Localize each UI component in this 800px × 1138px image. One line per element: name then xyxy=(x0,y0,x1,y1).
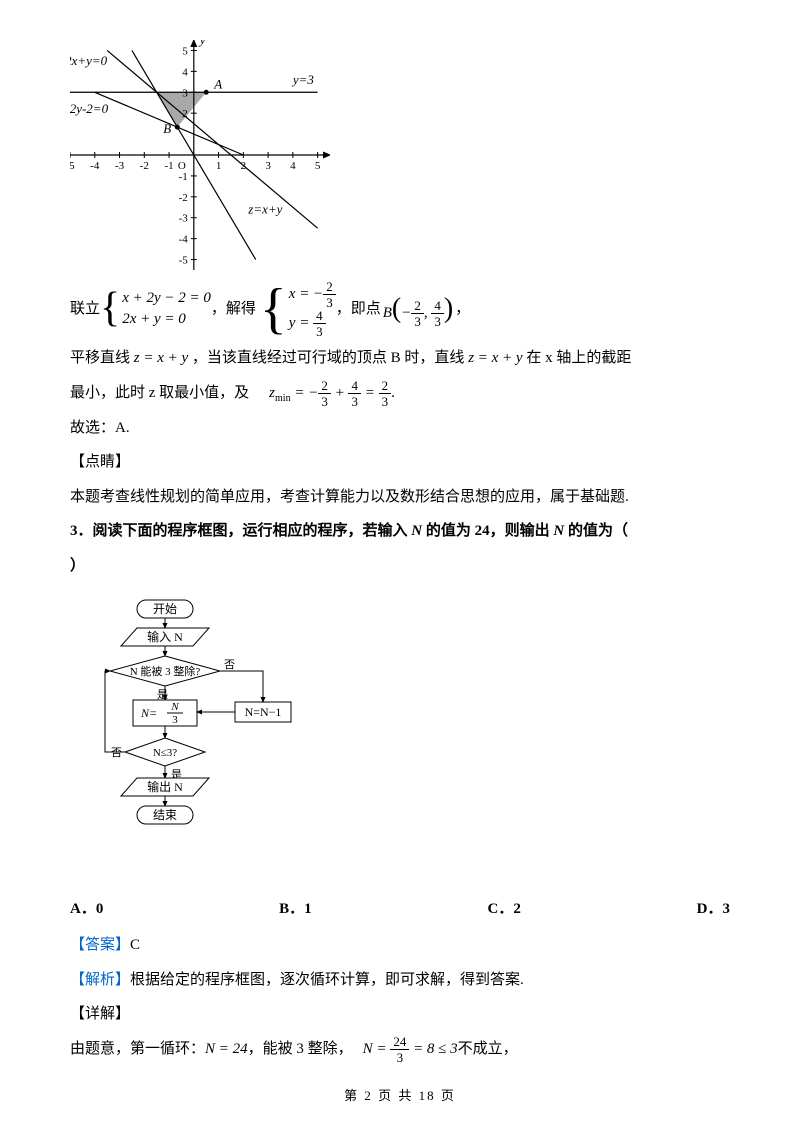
svg-text:N=N−1: N=N−1 xyxy=(245,705,282,719)
svg-text:3: 3 xyxy=(182,87,188,99)
svg-text:N=: N= xyxy=(140,706,157,720)
loop-line: 由题意，第一循环： N = 24 ，能被 3 整除， N = 243 = 8 ≤… xyxy=(70,1035,730,1064)
svg-text:N: N xyxy=(170,701,179,713)
svg-text:A: A xyxy=(213,76,222,91)
sys1-row1: x + 2y − 2 = 0 xyxy=(122,288,211,309)
text-jiede: ，解得 xyxy=(211,295,256,324)
svg-text:N 能被 3 整除?: N 能被 3 整除? xyxy=(130,664,201,678)
feasible-region-graph: -5-4-3-2-112345-5-4-3-2-12345Oxy2x+y=0x+… xyxy=(70,40,330,270)
svg-text:-1: -1 xyxy=(164,160,173,172)
svg-text:是: 是 xyxy=(157,688,168,701)
sys1-row2: 2x + y = 0 xyxy=(122,309,211,330)
answer-line: 【答案】C xyxy=(70,931,730,960)
option-a: A．0 xyxy=(70,895,103,924)
svg-text:x+2y-2=0: x+2y-2=0 xyxy=(70,101,109,116)
xiangjie-hd: 【详解】 xyxy=(70,1000,730,1029)
res-row1: x = −23 xyxy=(289,280,336,309)
svg-text:-4: -4 xyxy=(90,160,100,172)
guxuan: 故选：A. xyxy=(70,414,730,443)
svg-text:-2: -2 xyxy=(179,192,188,204)
flowchart-diagram: 开始输入 NN 能被 3 整除?是否N=N3N=N−1N≤3?是否输出 N结束 xyxy=(90,596,310,866)
zmin-line: 最小，此时 z 取最小值，及 zmin = −23 + 43 = 23 . xyxy=(70,379,730,408)
dianjing-body: 本题考查线性规划的简单应用，考查计算能力以及数形结合思想的应用，属于基础题. xyxy=(70,483,730,512)
svg-text:3: 3 xyxy=(172,714,178,726)
svg-text:y=3: y=3 xyxy=(291,72,315,87)
svg-text:-3: -3 xyxy=(115,160,125,172)
svg-text:B: B xyxy=(163,121,171,136)
option-b: B．1 xyxy=(279,895,312,924)
jiexi-line: 【解析】根据给定的程序框图，逐次循环计算，即可求解，得到答案. xyxy=(70,966,730,995)
svg-text:N≤3?: N≤3? xyxy=(153,747,177,759)
para-pingyi: 平移直线 z = x + y ，当该直线经过可行域的顶点 B 时，直线 z = … xyxy=(70,344,730,373)
svg-text:3: 3 xyxy=(265,160,271,172)
svg-text:4: 4 xyxy=(182,66,188,78)
system-line: 联立 { x + 2y − 2 = 0 2x + y = 0 ，解得 { x =… xyxy=(70,280,730,338)
svg-text:-1: -1 xyxy=(179,171,188,183)
q3-close: ） xyxy=(70,552,730,581)
svg-text:-4: -4 xyxy=(179,234,189,246)
svg-text:-2: -2 xyxy=(140,160,149,172)
text-jidian: ，即点 xyxy=(336,295,381,324)
svg-text:否: 否 xyxy=(111,747,122,759)
svg-text:开始: 开始 xyxy=(153,602,177,616)
options-row: A．0 B．1 C．2 D．3 xyxy=(70,895,730,924)
svg-text:z=x+y: z=x+y xyxy=(247,202,282,217)
svg-text:4: 4 xyxy=(290,160,296,172)
res-row2: y = 43 xyxy=(289,309,336,338)
svg-text:-5: -5 xyxy=(70,160,75,172)
svg-text:1: 1 xyxy=(216,160,222,172)
svg-text:2x+y=0: 2x+y=0 xyxy=(70,53,108,68)
text-lianli: 联立 xyxy=(70,295,100,324)
page-footer: 第 2 页 共 18 页 xyxy=(70,1084,730,1109)
svg-text:结束: 结束 xyxy=(153,808,177,822)
option-d: D．3 xyxy=(697,895,730,924)
svg-text:否: 否 xyxy=(224,659,235,671)
svg-text:y: y xyxy=(198,40,206,47)
svg-text:输出 N: 输出 N xyxy=(147,779,183,794)
svg-text:O: O xyxy=(178,160,186,172)
svg-text:-5: -5 xyxy=(179,255,189,267)
q3-stem: 3．阅读下面的程序框图，运行相应的程序，若输入 N 的值为 24，则输出 N 的… xyxy=(70,517,730,546)
svg-text:5: 5 xyxy=(315,160,321,172)
svg-text:-3: -3 xyxy=(179,213,189,225)
svg-text:输入 N: 输入 N xyxy=(147,629,183,644)
svg-text:5: 5 xyxy=(182,45,188,57)
dianjing-hd: 【点睛】 xyxy=(70,448,730,477)
option-c: C．2 xyxy=(487,895,520,924)
